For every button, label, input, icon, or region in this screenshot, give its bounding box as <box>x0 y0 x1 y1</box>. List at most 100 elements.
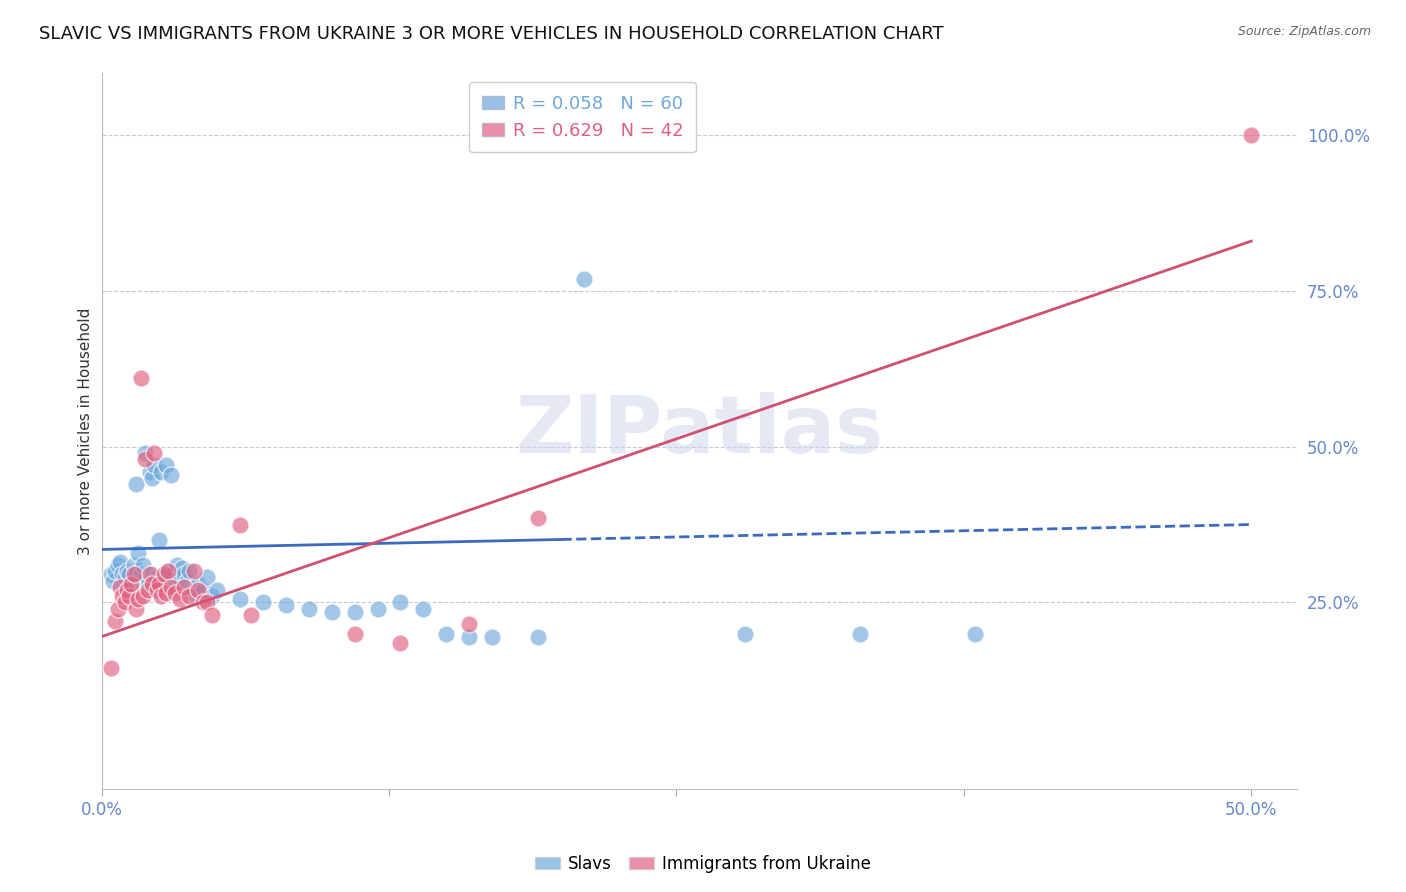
Point <box>169 570 191 584</box>
Point <box>343 605 366 619</box>
Point <box>150 589 173 603</box>
Point <box>114 570 136 584</box>
Point <box>127 592 149 607</box>
Point <box>205 582 228 597</box>
Point <box>162 567 184 582</box>
Point <box>146 582 169 597</box>
Point <box>458 617 481 632</box>
Point <box>170 561 193 575</box>
Text: Source: ZipAtlas.com: Source: ZipAtlas.com <box>1237 25 1371 38</box>
Legend: R = 0.058   N = 60, R = 0.629   N = 42: R = 0.058 N = 60, R = 0.629 N = 42 <box>470 82 696 153</box>
Point <box>141 576 163 591</box>
Point <box>122 558 145 572</box>
Point <box>321 605 343 619</box>
Point <box>141 567 163 582</box>
Point <box>159 580 181 594</box>
Point <box>191 582 214 597</box>
Point <box>100 567 122 582</box>
Y-axis label: 3 or more Vehicles in Household: 3 or more Vehicles in Household <box>79 308 93 555</box>
Text: ZIPatlas: ZIPatlas <box>515 392 883 470</box>
Text: SLAVIC VS IMMIGRANTS FROM UKRAINE 3 OR MORE VEHICLES IN HOUSEHOLD CORRELATION CH: SLAVIC VS IMMIGRANTS FROM UKRAINE 3 OR M… <box>39 25 943 43</box>
Point <box>343 626 366 640</box>
Point <box>150 465 173 479</box>
Point <box>136 576 159 591</box>
Point <box>107 601 129 615</box>
Point <box>125 601 148 615</box>
Point <box>173 567 195 582</box>
Point <box>125 567 148 582</box>
Point <box>965 626 987 640</box>
Point <box>132 589 155 603</box>
Point <box>183 564 205 578</box>
Point <box>240 607 263 622</box>
Point <box>173 580 195 594</box>
Point <box>118 589 141 603</box>
Point <box>274 599 297 613</box>
Point <box>111 567 134 582</box>
Point <box>157 564 180 578</box>
Point <box>143 458 166 473</box>
Point <box>176 574 198 588</box>
Point <box>165 576 187 591</box>
Point <box>101 574 124 588</box>
Point <box>159 467 181 482</box>
Point <box>125 477 148 491</box>
Point <box>107 558 129 572</box>
Point <box>177 564 200 578</box>
Point <box>187 576 209 591</box>
Point <box>118 567 141 582</box>
Point <box>127 545 149 559</box>
Point <box>115 564 138 578</box>
Point <box>129 567 152 582</box>
Point <box>228 517 250 532</box>
Point <box>458 630 481 644</box>
Point <box>366 601 388 615</box>
Point <box>252 595 274 609</box>
Point <box>574 271 596 285</box>
Point <box>166 558 188 572</box>
Point <box>134 452 156 467</box>
Point <box>527 511 550 525</box>
Point <box>108 555 131 569</box>
Point <box>148 533 170 547</box>
Point <box>191 595 214 609</box>
Point <box>111 589 134 603</box>
Point <box>195 595 218 609</box>
Point <box>1240 128 1263 143</box>
Point <box>183 586 205 600</box>
Point <box>481 630 503 644</box>
Point <box>143 446 166 460</box>
Point <box>136 582 159 597</box>
Point <box>139 465 162 479</box>
Point <box>169 592 191 607</box>
Point <box>152 567 174 582</box>
Point <box>389 595 412 609</box>
Point <box>100 661 122 675</box>
Point <box>412 601 434 615</box>
Point <box>104 614 127 628</box>
Point <box>152 570 174 584</box>
Point <box>527 630 550 644</box>
Point <box>201 589 224 603</box>
Point <box>195 570 218 584</box>
Point <box>177 589 200 603</box>
Point <box>115 582 138 597</box>
Point <box>122 567 145 582</box>
Point <box>121 576 143 591</box>
Point <box>114 595 136 609</box>
Point <box>146 570 169 584</box>
Point <box>157 564 180 578</box>
Point <box>389 636 412 650</box>
Point <box>187 582 209 597</box>
Point <box>734 626 756 640</box>
Point <box>148 576 170 591</box>
Point <box>132 558 155 572</box>
Point <box>297 601 319 615</box>
Point <box>108 580 131 594</box>
Point <box>155 586 177 600</box>
Point <box>121 576 143 591</box>
Point <box>155 458 177 473</box>
Point <box>139 567 162 582</box>
Point <box>104 564 127 578</box>
Point <box>134 446 156 460</box>
